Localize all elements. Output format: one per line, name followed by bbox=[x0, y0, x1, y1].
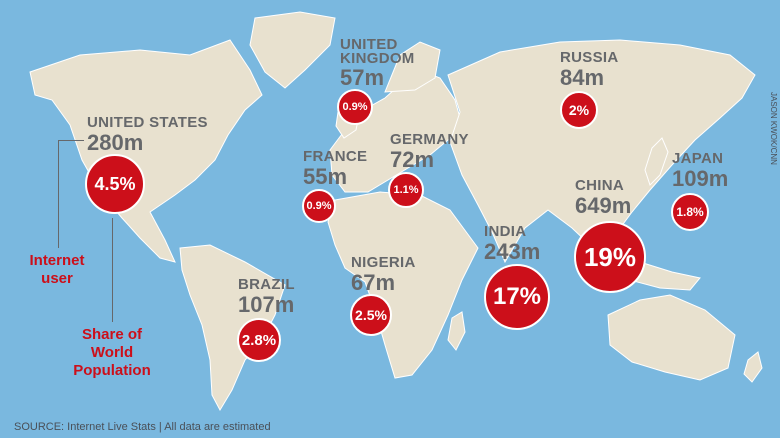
internet-users-value: 280m bbox=[87, 130, 144, 155]
internet-users-value: 67m bbox=[351, 270, 396, 295]
country-name: GERMANY bbox=[390, 131, 469, 148]
country-name: JAPAN bbox=[672, 150, 724, 167]
share-bubble-france: 0.9% bbox=[302, 189, 336, 223]
internet-users-value: 109m bbox=[672, 166, 729, 191]
share-bubble-india: 17% bbox=[484, 264, 550, 330]
label-united-states: UNITED STATES 280m bbox=[87, 115, 208, 154]
country-name: RUSSIA bbox=[560, 49, 619, 66]
country-name: INDIA bbox=[484, 223, 527, 240]
legend-share-of-world-population: Share of World Population bbox=[73, 326, 151, 379]
australia-landmass bbox=[607, 294, 736, 381]
country-name: FRANCE bbox=[303, 148, 368, 165]
internet-users-value: 243m bbox=[484, 239, 541, 264]
country-name: UNITED KINGDOM bbox=[340, 36, 415, 67]
internet-users-value: 72m bbox=[390, 147, 435, 172]
country-name: UNITED STATES bbox=[87, 114, 208, 131]
greenland-landmass bbox=[249, 11, 336, 89]
africa-landmass bbox=[327, 191, 479, 379]
label-brazil: BRAZIL 107m bbox=[238, 277, 295, 316]
japan-landmass bbox=[644, 137, 669, 186]
label-china: CHINA 649m bbox=[575, 178, 631, 217]
internet-users-value: 84m bbox=[560, 65, 605, 90]
scandinavia-landmass bbox=[384, 41, 441, 93]
share-bubble-nigeria: 2.5% bbox=[350, 294, 392, 336]
share-bubble-japan: 1.8% bbox=[671, 193, 709, 231]
internet-users-value: 107m bbox=[238, 292, 295, 317]
madagascar-landmass bbox=[447, 311, 466, 351]
credit-text: JASON KWOK/CNN bbox=[769, 92, 778, 165]
new-zealand-landmass bbox=[743, 351, 763, 383]
label-france: FRANCE 55m bbox=[303, 149, 367, 188]
label-germany: GERMANY 72m bbox=[390, 132, 469, 171]
label-india: INDIA 243m bbox=[484, 224, 540, 263]
share-bubble-germany: 1.1% bbox=[388, 172, 424, 208]
country-name: CHINA bbox=[575, 177, 624, 194]
internet-users-value: 649m bbox=[575, 193, 632, 218]
share-bubble-united-kingdom: 0.9% bbox=[337, 89, 373, 125]
label-russia: RUSSIA 84m bbox=[560, 50, 618, 89]
label-japan: JAPAN 109m bbox=[672, 151, 728, 190]
share-bubble-russia: 2% bbox=[560, 91, 598, 129]
legend-connector-users-vertical bbox=[58, 140, 59, 248]
internet-users-value: 55m bbox=[303, 164, 348, 189]
asia-landmass bbox=[447, 39, 756, 264]
north-america-landmass bbox=[29, 39, 263, 263]
share-bubble-united-states: 4.5% bbox=[85, 154, 145, 214]
south-america-landmass bbox=[179, 244, 286, 412]
share-bubble-china: 19% bbox=[574, 221, 646, 293]
share-bubble-brazil: 2.8% bbox=[237, 318, 281, 362]
source-note: SOURCE: Internet Live Stats | All data a… bbox=[14, 421, 271, 433]
label-united-kingdom: UNITED KINGDOM 57m bbox=[340, 36, 415, 90]
country-name: NIGERIA bbox=[351, 254, 416, 271]
legend-connector-share bbox=[112, 218, 113, 322]
country-name: BRAZIL bbox=[238, 276, 295, 293]
internet-users-value: 57m bbox=[340, 65, 385, 90]
label-nigeria: NIGERIA 67m bbox=[351, 255, 416, 294]
legend-connector-users-horizontal bbox=[58, 140, 84, 141]
photo-credit: JASON KWOK/CNN bbox=[768, 92, 778, 212]
legend-internet-user: Internet user bbox=[29, 252, 85, 287]
